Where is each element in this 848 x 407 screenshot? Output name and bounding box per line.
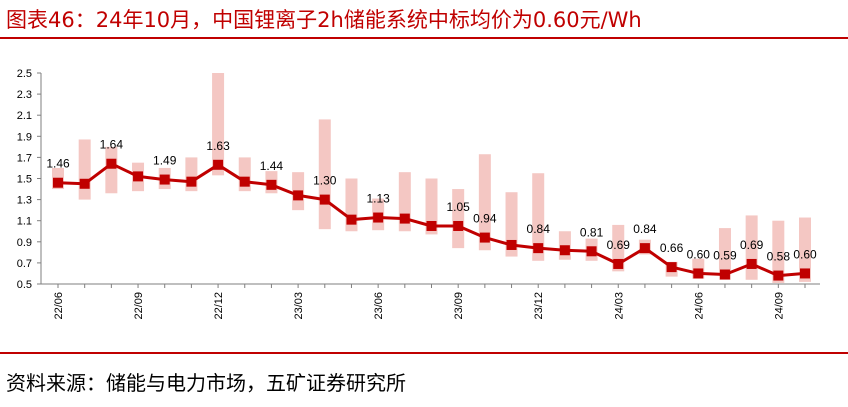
- price-marker-13: [399, 213, 410, 224]
- data-label-20: 0.81: [580, 225, 604, 239]
- data-label-0: 1.46: [46, 157, 70, 171]
- data-label-27: 0.58: [767, 250, 791, 264]
- range-band-6: [212, 73, 225, 176]
- data-label-26: 0.69: [740, 238, 764, 252]
- price-marker-12: [373, 212, 384, 223]
- price-marker-7: [239, 176, 250, 187]
- data-label-2: 1.64: [100, 138, 124, 152]
- price-marker-25: [719, 269, 730, 280]
- price-marker-8: [266, 179, 277, 190]
- price-marker-21: [613, 258, 624, 269]
- price-marker-3: [133, 171, 144, 182]
- price-marker-10: [319, 194, 330, 205]
- data-label-16: 0.94: [473, 212, 497, 226]
- chart-title: 图表46：24年10月，中国锂离子2h储能系统中标均价为0.60元/Wh: [6, 8, 642, 32]
- range-band-15: [452, 189, 465, 249]
- price-marker-11: [346, 214, 357, 225]
- x-tick-label: 24/06: [693, 292, 705, 320]
- price-marker-6: [213, 159, 224, 170]
- x-tick-label: 23/12: [533, 292, 545, 320]
- data-labels: 1.46 1.64 1.49 1.63 1.44 1.30 1.13 1.050.94 0.84…: [46, 138, 817, 264]
- data-label-24: 0.60: [687, 247, 711, 261]
- source-note: 资料来源：储能与电力市场，五矿证券研究所: [6, 371, 406, 395]
- price-marker-2: [106, 158, 117, 169]
- data-label-6: 1.63: [206, 139, 230, 153]
- data-label-4: 1.49: [153, 154, 177, 168]
- range-band-2: [105, 146, 118, 194]
- price-marker-0: [53, 177, 63, 188]
- y-tick-label: 2.1: [17, 110, 32, 122]
- range-band-25: [718, 228, 731, 280]
- range-band-14: [425, 178, 438, 235]
- y-tick-label: 1.3: [17, 195, 32, 207]
- price-marker-22: [639, 243, 650, 254]
- data-label-12: 1.13: [366, 192, 390, 206]
- price-marker-20: [586, 246, 597, 257]
- price-series: [53, 158, 810, 281]
- range-band-28: [799, 217, 811, 282]
- price-marker-24: [693, 268, 704, 279]
- price-marker-4: [159, 174, 170, 185]
- y-tick-label: 0.5: [17, 279, 32, 291]
- price-marker-15: [453, 220, 464, 231]
- y-tick-label: 1.1: [17, 216, 32, 228]
- y-tick-label: 0.9: [17, 237, 32, 249]
- range-band-27: [772, 220, 785, 283]
- title-divider: [0, 37, 848, 39]
- price-marker-19: [559, 245, 570, 256]
- chart-axes: 2.5 2.3 2.1 1.9 1.7 1.5 1.3 1.1 0.9 0.7 0.5 22/06 22…: [17, 68, 820, 320]
- price-marker-23: [666, 262, 677, 273]
- price-marker-17: [506, 239, 517, 250]
- x-tick-label: 22/09: [133, 292, 145, 320]
- range-band-16: [478, 154, 491, 251]
- y-tick-label: 0.7: [17, 258, 32, 270]
- x-tick-label: 22/06: [53, 292, 65, 320]
- y-tick-label: 1.9: [17, 131, 32, 143]
- data-label-23: 0.66: [660, 241, 684, 255]
- data-label-21: 0.69: [607, 238, 631, 252]
- x-tick-label: 24/03: [613, 292, 625, 320]
- y-tick-label: 1.7: [17, 152, 32, 164]
- price-marker-28: [800, 268, 810, 279]
- y-tick-label: 2.5: [17, 68, 32, 80]
- data-label-22: 0.84: [633, 222, 657, 236]
- price-marker-14: [426, 220, 437, 231]
- data-label-8: 1.44: [260, 159, 284, 173]
- data-label-25: 0.59: [713, 249, 737, 263]
- data-label-15: 1.05: [446, 200, 470, 214]
- price-marker-1: [79, 178, 90, 189]
- x-tick-label: 23/03: [293, 292, 305, 320]
- source-divider: [0, 352, 848, 354]
- y-tick-label: 2.3: [17, 89, 32, 101]
- price-marker-26: [746, 258, 757, 269]
- range-band-1: [78, 139, 91, 200]
- data-label-10: 1.30: [313, 174, 337, 188]
- price-marker-5: [186, 176, 197, 187]
- price-marker-27: [773, 270, 784, 281]
- x-tick-label: 24/09: [773, 292, 785, 320]
- price-marker-16: [479, 232, 490, 243]
- x-tick-label: 23/09: [453, 292, 465, 320]
- price-marker-9: [293, 190, 304, 201]
- range-band-18: [532, 173, 545, 261]
- price-marker-18: [533, 243, 544, 254]
- y-tick-label: 1.5: [17, 174, 32, 186]
- x-tick-label: 22/12: [213, 292, 225, 320]
- data-label-28: 0.60: [793, 247, 817, 261]
- data-label-18: 0.84: [527, 222, 551, 236]
- x-tick-label: 23/06: [373, 292, 385, 320]
